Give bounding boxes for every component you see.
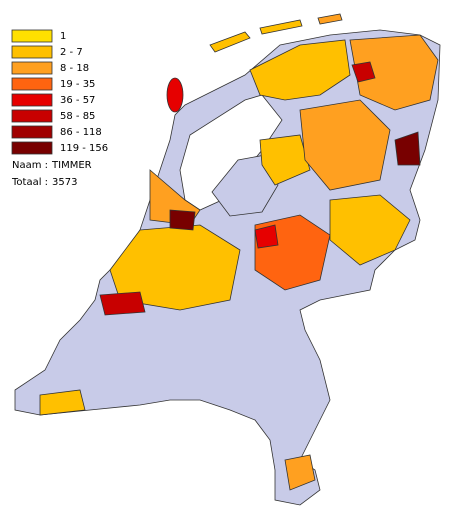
legend-swatch	[11, 45, 53, 59]
region	[349, 34, 439, 111]
legend-label: 86 - 118	[60, 127, 102, 138]
region	[169, 209, 196, 231]
legend-swatch	[11, 125, 53, 139]
legend-label: 36 - 57	[60, 95, 95, 106]
region	[39, 389, 86, 416]
total-label: Totaal :	[11, 177, 48, 188]
name-value: TIMMER	[51, 160, 92, 171]
island	[209, 31, 251, 53]
region	[284, 454, 316, 491]
legend-label: 8 - 18	[60, 63, 89, 74]
region	[394, 131, 421, 166]
region	[109, 224, 241, 311]
legend-label: 119 - 156	[60, 143, 108, 154]
legend-swatch	[11, 61, 53, 75]
region	[254, 224, 279, 249]
total-value: 3573	[52, 177, 77, 188]
island	[317, 13, 343, 25]
map	[14, 13, 441, 506]
region	[259, 134, 311, 186]
legend-label: 58 - 85	[60, 111, 95, 122]
region	[329, 194, 411, 266]
legend-swatch	[11, 141, 53, 155]
island	[259, 19, 303, 35]
region	[299, 99, 391, 191]
legend-label: 2 - 7	[60, 47, 83, 58]
legend-label: 19 - 35	[60, 79, 95, 90]
legend-swatch	[11, 77, 53, 91]
region	[249, 39, 351, 101]
region	[99, 291, 146, 316]
region	[351, 61, 376, 83]
legend-swatch	[11, 29, 53, 43]
name-label: Naam :	[12, 160, 48, 171]
legend-swatch	[11, 109, 53, 123]
legend-label: 1	[60, 31, 66, 42]
island	[166, 77, 184, 113]
flevoland	[211, 154, 279, 217]
legend-swatch	[11, 93, 53, 107]
